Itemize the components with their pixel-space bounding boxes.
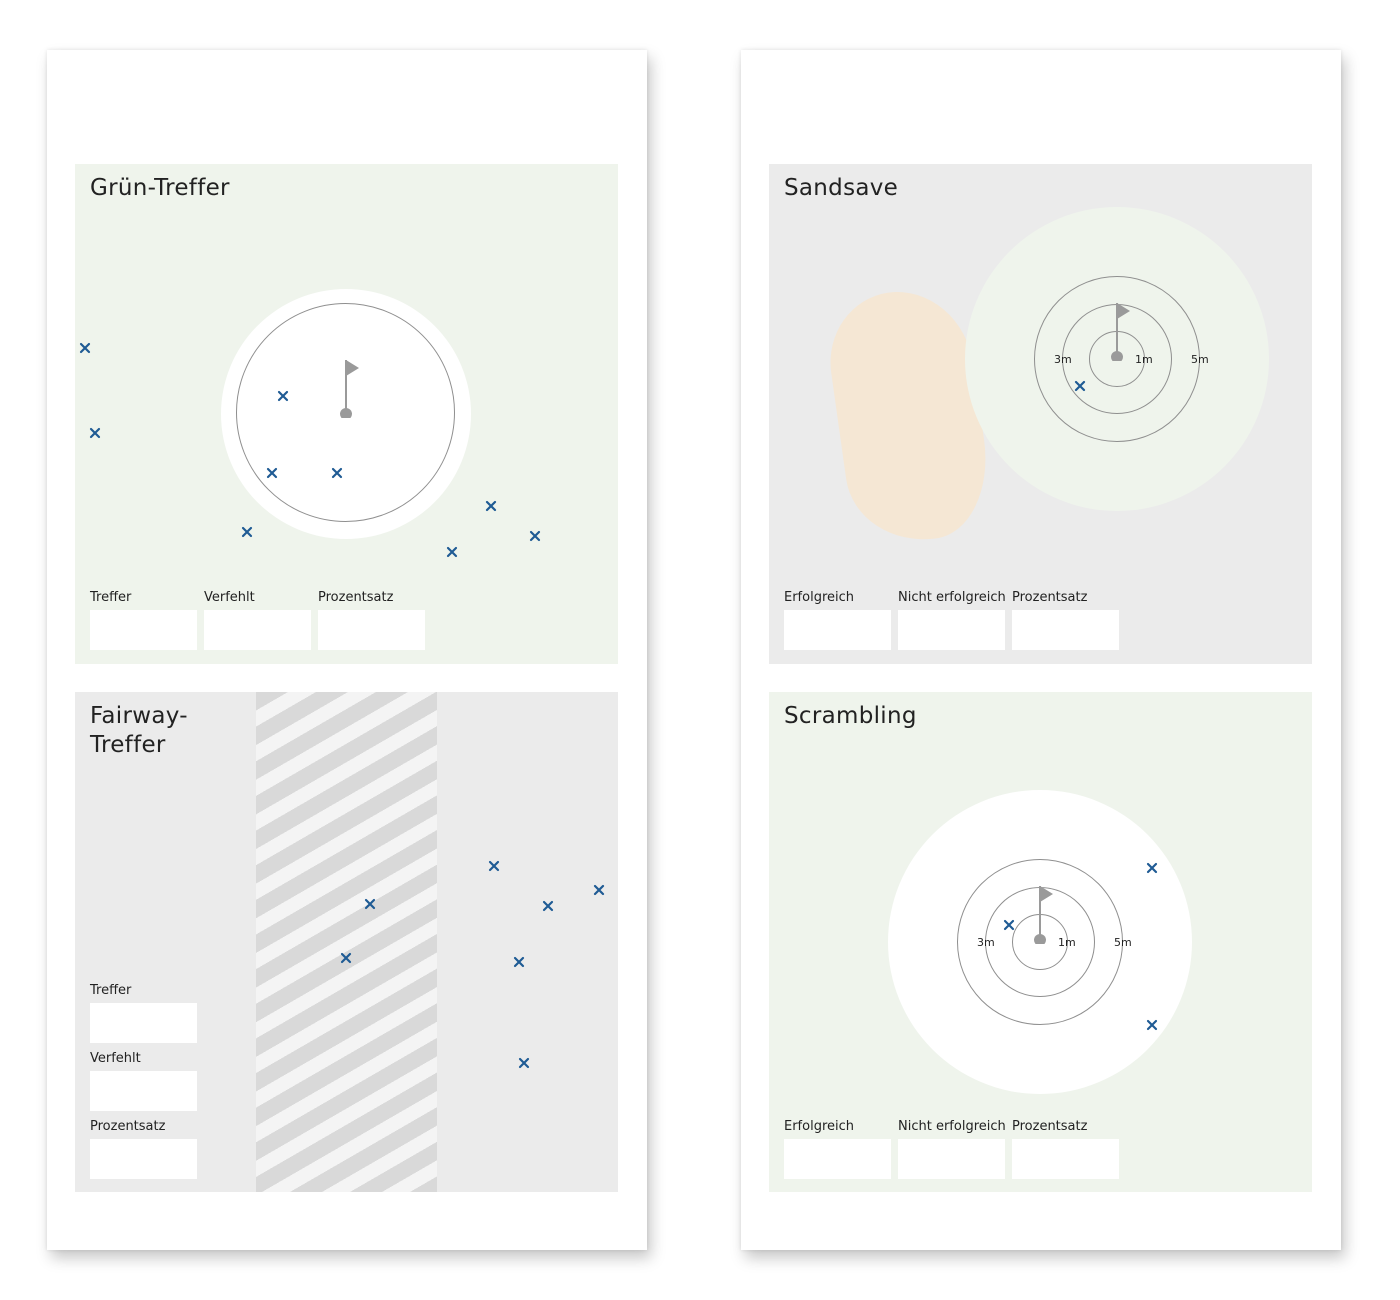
- ring-label-1m: 1m: [1135, 353, 1153, 366]
- shot-marker-x-icon[interactable]: [542, 900, 554, 912]
- flag-icon: [340, 360, 359, 418]
- prozentsatz-input[interactable]: [1012, 1139, 1119, 1179]
- shot-marker-x-icon[interactable]: [241, 526, 253, 538]
- distance-ring-5m: [957, 859, 1123, 1025]
- erfolgreich-label: Erfolgreich: [784, 1119, 855, 1134]
- shot-marker-x-icon[interactable]: [513, 956, 525, 968]
- treffer-input[interactable]: [90, 610, 197, 650]
- fairway-treffer-panel: Fairway-Treffer Treffer Verfehlt Prozent…: [75, 692, 618, 1192]
- shot-marker-x-icon[interactable]: [331, 467, 343, 479]
- prozentsatz-input[interactable]: [318, 610, 425, 650]
- flag-icon: [1034, 886, 1053, 944]
- shot-marker-x-icon[interactable]: [364, 898, 376, 910]
- verfehlt-label: Verfehlt: [90, 1051, 141, 1066]
- right-scorecard-sheet: Sandsave 1m 3m 5m Erfolgreich Nicht erfo…: [741, 50, 1341, 1250]
- treffer-input[interactable]: [90, 1003, 197, 1043]
- verfehlt-label: Verfehlt: [204, 590, 255, 605]
- shot-marker-x-icon[interactable]: [1146, 1019, 1158, 1031]
- fairway-strip[interactable]: [256, 692, 437, 1192]
- fairway-treffer-title: Fairway-Treffer: [90, 703, 188, 758]
- ring-label-1m: 1m: [1058, 936, 1076, 949]
- verfehlt-input[interactable]: [90, 1071, 197, 1111]
- nicht-erfolgreich-input[interactable]: [898, 1139, 1005, 1179]
- erfolgreich-label: Erfolgreich: [784, 590, 855, 605]
- sandsave-panel: Sandsave 1m 3m 5m Erfolgreich Nicht erfo…: [769, 164, 1312, 664]
- shot-marker-x-icon[interactable]: [266, 467, 278, 479]
- shot-marker-x-icon[interactable]: [277, 390, 289, 402]
- prozentsatz-label: Prozentsatz: [318, 590, 394, 605]
- shot-marker-x-icon[interactable]: [340, 952, 352, 964]
- shot-marker-x-icon[interactable]: [1146, 862, 1158, 874]
- prozentsatz-label: Prozentsatz: [90, 1119, 166, 1134]
- scrambling-panel: Scrambling 1m 3m 5m Erfolgreich Nicht er…: [769, 692, 1312, 1192]
- gruen-treffer-panel: Grün-Treffer Treffer Verfehlt Prozentsat…: [75, 164, 618, 664]
- putting-green[interactable]: [236, 303, 455, 522]
- nicht-erfolgreich-input[interactable]: [898, 610, 1005, 650]
- gruen-treffer-title: Grün-Treffer: [90, 175, 230, 201]
- sandsave-title: Sandsave: [784, 175, 899, 201]
- ring-label-5m: 5m: [1191, 353, 1209, 366]
- nicht-erfolgreich-label: Nicht erfolgreich: [898, 590, 1006, 605]
- ring-label-5m: 5m: [1114, 936, 1132, 949]
- nicht-erfolgreich-label: Nicht erfolgreich: [898, 1119, 1006, 1134]
- shot-marker-x-icon[interactable]: [518, 1057, 530, 1069]
- prozentsatz-input[interactable]: [1012, 610, 1119, 650]
- shot-marker-x-icon[interactable]: [1074, 380, 1086, 392]
- shot-marker-x-icon[interactable]: [446, 546, 458, 558]
- shot-marker-x-icon[interactable]: [79, 342, 91, 354]
- shot-marker-x-icon[interactable]: [529, 530, 541, 542]
- verfehlt-input[interactable]: [204, 610, 311, 650]
- left-scorecard-sheet: Grün-Treffer Treffer Verfehlt Prozentsat…: [47, 50, 647, 1250]
- treffer-label: Treffer: [90, 590, 132, 605]
- shot-marker-x-icon[interactable]: [488, 860, 500, 872]
- flag-icon: [1111, 303, 1130, 361]
- ring-label-3m: 3m: [1054, 353, 1072, 366]
- ring-label-3m: 3m: [977, 936, 995, 949]
- prozentsatz-label: Prozentsatz: [1012, 590, 1088, 605]
- prozentsatz-input[interactable]: [90, 1139, 197, 1179]
- scrambling-title: Scrambling: [784, 703, 917, 729]
- treffer-label: Treffer: [90, 983, 132, 998]
- distance-ring-5m: [1034, 276, 1200, 442]
- shot-marker-x-icon[interactable]: [593, 884, 605, 896]
- shot-marker-x-icon[interactable]: [485, 500, 497, 512]
- shot-marker-x-icon[interactable]: [89, 427, 101, 439]
- shot-marker-x-icon[interactable]: [1003, 919, 1015, 931]
- erfolgreich-input[interactable]: [784, 610, 891, 650]
- prozentsatz-label: Prozentsatz: [1012, 1119, 1088, 1134]
- erfolgreich-input[interactable]: [784, 1139, 891, 1179]
